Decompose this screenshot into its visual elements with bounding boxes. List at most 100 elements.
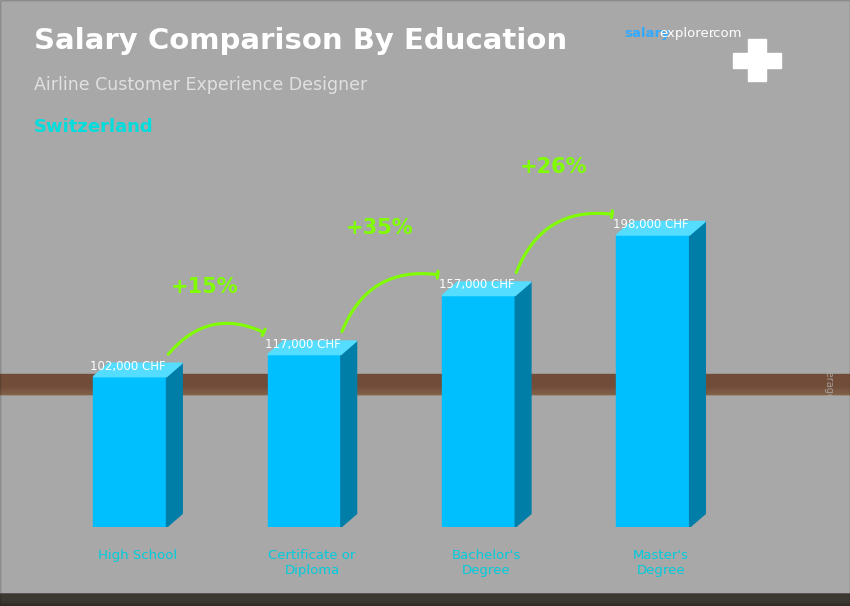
Bar (0, 382, 850, 391)
Bar (0, 382, 850, 392)
Bar (0, 599, 850, 605)
Bar (0, 598, 850, 604)
Text: 102,000 CHF: 102,000 CHF (90, 359, 166, 373)
Bar (0, 599, 850, 605)
Polygon shape (268, 341, 356, 355)
Bar (0, 599, 850, 605)
Bar (733, 53, 781, 68)
Bar (0, 377, 850, 387)
Bar (0, 599, 850, 605)
Bar (0, 597, 850, 603)
Text: Airline Customer Experience Designer: Airline Customer Experience Designer (34, 76, 367, 94)
Bar (0, 598, 850, 604)
Bar (0, 384, 850, 393)
Text: Master's
Degree: Master's Degree (633, 549, 688, 578)
Bar (0, 594, 850, 600)
Bar (0, 375, 850, 385)
Bar (0, 600, 850, 606)
Text: salary: salary (625, 27, 671, 40)
Bar (0, 596, 850, 602)
Bar (0, 596, 850, 602)
Bar (94, 377, 167, 527)
Bar (0, 594, 850, 600)
Bar (0, 598, 850, 604)
Bar (0, 598, 850, 604)
Bar (0, 599, 850, 605)
Bar (0, 383, 850, 393)
Polygon shape (167, 363, 182, 527)
Polygon shape (515, 282, 531, 527)
Bar (0, 378, 850, 387)
Bar (0, 595, 850, 601)
Bar (0, 382, 850, 393)
Bar (0, 596, 850, 602)
Bar (0, 600, 850, 606)
Bar (0, 599, 850, 605)
Bar (748, 39, 766, 81)
Bar (0, 378, 850, 387)
Bar (0, 378, 850, 388)
Bar (0, 596, 850, 602)
Polygon shape (442, 282, 531, 296)
Bar (0, 376, 850, 385)
Bar (0, 596, 850, 602)
Bar (0, 599, 850, 605)
Text: Average Yearly Salary: Average Yearly Salary (824, 359, 834, 465)
Bar (0, 600, 850, 606)
Bar (0, 598, 850, 604)
Bar (0, 379, 850, 388)
Bar (0, 594, 850, 601)
Text: Certificate or
Diploma: Certificate or Diploma (269, 549, 356, 578)
Bar (0, 375, 850, 385)
Bar (0, 376, 850, 385)
Bar (0, 375, 850, 385)
Bar (0, 381, 850, 391)
Text: Salary Comparison By Education: Salary Comparison By Education (34, 27, 567, 55)
Bar (0, 594, 850, 601)
Bar (0, 379, 850, 389)
Bar (0, 594, 850, 601)
Bar (0, 595, 850, 601)
Bar (0, 598, 850, 604)
Text: .com: .com (710, 27, 742, 40)
Bar (0, 598, 850, 604)
Bar (0, 375, 850, 384)
Bar (0, 595, 850, 601)
Bar (0, 596, 850, 602)
Bar (0, 376, 850, 386)
Bar (0, 381, 850, 390)
Bar (0, 384, 850, 393)
Text: 198,000 CHF: 198,000 CHF (614, 218, 689, 231)
Bar (0, 376, 850, 386)
Bar (0, 596, 850, 602)
Bar (0, 594, 850, 600)
Bar (0, 599, 850, 605)
Text: High School: High School (99, 549, 178, 562)
Bar (0, 596, 850, 602)
Bar (0, 377, 850, 387)
Bar (0, 384, 850, 394)
Bar (268, 355, 341, 527)
Bar (0, 599, 850, 605)
Bar (0, 595, 850, 601)
Polygon shape (616, 222, 706, 235)
Bar (0, 378, 850, 388)
Bar (0, 380, 850, 390)
Bar (0, 381, 850, 390)
Bar (0, 377, 850, 387)
Bar (0, 596, 850, 602)
Text: 117,000 CHF: 117,000 CHF (264, 338, 340, 350)
Text: explorer: explorer (659, 27, 714, 40)
Bar (0, 595, 850, 601)
Text: Switzerland: Switzerland (34, 118, 154, 136)
Bar (0, 595, 850, 601)
Polygon shape (94, 363, 182, 377)
Bar (0, 379, 850, 390)
Bar (0, 597, 850, 603)
Bar (0, 595, 850, 601)
Polygon shape (341, 341, 356, 527)
Bar (0, 380, 850, 390)
Bar (0, 600, 850, 606)
Bar (0, 596, 850, 602)
Polygon shape (689, 222, 706, 527)
